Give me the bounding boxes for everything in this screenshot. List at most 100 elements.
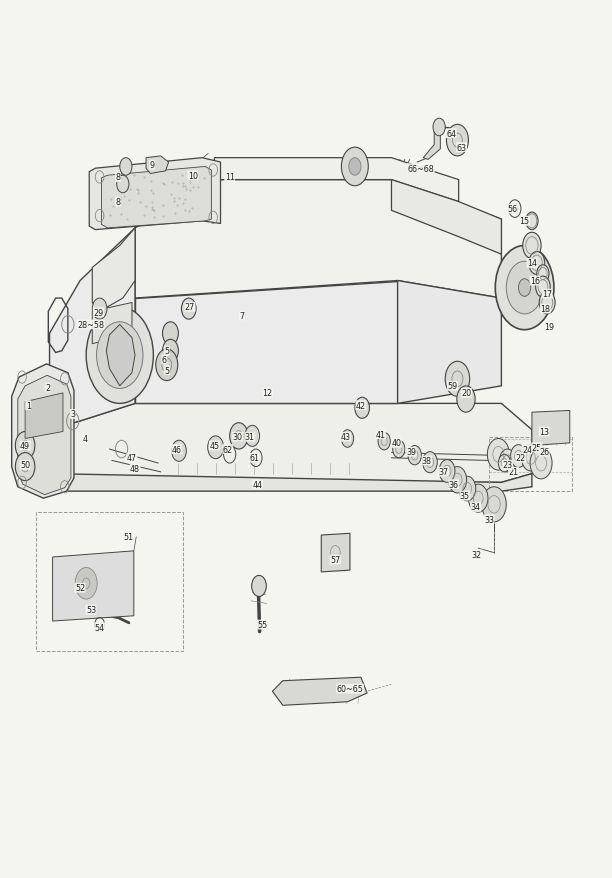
Circle shape bbox=[92, 299, 107, 320]
Text: 13: 13 bbox=[539, 428, 549, 436]
Text: 37: 37 bbox=[438, 468, 449, 477]
Text: 55: 55 bbox=[257, 621, 267, 630]
Text: 29: 29 bbox=[93, 308, 103, 317]
Polygon shape bbox=[106, 325, 135, 386]
Circle shape bbox=[510, 445, 526, 468]
Polygon shape bbox=[135, 281, 398, 404]
Text: 8: 8 bbox=[116, 173, 121, 183]
Text: 3: 3 bbox=[70, 410, 75, 419]
Text: 63: 63 bbox=[457, 143, 467, 153]
Circle shape bbox=[423, 452, 438, 473]
Circle shape bbox=[529, 252, 545, 275]
Text: 36: 36 bbox=[449, 480, 459, 489]
Text: 16: 16 bbox=[530, 277, 540, 285]
Text: 60~65: 60~65 bbox=[337, 684, 364, 694]
Polygon shape bbox=[53, 551, 134, 622]
Circle shape bbox=[408, 446, 422, 465]
Polygon shape bbox=[321, 534, 350, 572]
Text: 9: 9 bbox=[149, 161, 155, 170]
Circle shape bbox=[521, 445, 540, 471]
Text: 32: 32 bbox=[472, 551, 482, 559]
Polygon shape bbox=[424, 124, 441, 161]
Text: 8: 8 bbox=[116, 198, 121, 207]
Polygon shape bbox=[398, 281, 501, 404]
Text: 56: 56 bbox=[507, 205, 518, 214]
Text: 11: 11 bbox=[225, 173, 234, 183]
Text: 22: 22 bbox=[516, 454, 526, 463]
Circle shape bbox=[433, 119, 445, 137]
Circle shape bbox=[482, 487, 506, 522]
Text: 1: 1 bbox=[26, 401, 31, 410]
Circle shape bbox=[498, 455, 510, 472]
Text: 28~58: 28~58 bbox=[78, 320, 105, 329]
Polygon shape bbox=[146, 157, 169, 174]
Polygon shape bbox=[50, 404, 532, 483]
Text: 21: 21 bbox=[509, 468, 519, 477]
Circle shape bbox=[15, 432, 35, 460]
Polygon shape bbox=[18, 376, 71, 495]
Text: 46: 46 bbox=[171, 445, 182, 454]
Circle shape bbox=[439, 460, 455, 483]
Text: 10: 10 bbox=[188, 171, 198, 181]
Text: 47: 47 bbox=[127, 454, 137, 463]
Text: 24: 24 bbox=[522, 445, 532, 454]
Text: 39: 39 bbox=[406, 448, 416, 457]
Text: 19: 19 bbox=[544, 322, 554, 331]
Circle shape bbox=[487, 439, 509, 471]
Circle shape bbox=[506, 262, 543, 314]
Circle shape bbox=[341, 148, 368, 186]
Circle shape bbox=[156, 349, 177, 381]
Polygon shape bbox=[92, 303, 132, 344]
Text: 48: 48 bbox=[130, 464, 140, 473]
Circle shape bbox=[468, 485, 488, 513]
Circle shape bbox=[446, 126, 468, 157]
Text: 18: 18 bbox=[540, 305, 550, 313]
Polygon shape bbox=[102, 167, 211, 228]
Text: 2: 2 bbox=[45, 384, 50, 392]
Circle shape bbox=[245, 426, 259, 447]
Text: 26: 26 bbox=[539, 448, 549, 457]
Text: 45: 45 bbox=[209, 442, 220, 450]
Circle shape bbox=[445, 362, 469, 397]
Circle shape bbox=[171, 441, 186, 462]
Text: 12: 12 bbox=[263, 389, 272, 398]
Circle shape bbox=[120, 159, 132, 176]
Text: 27: 27 bbox=[185, 303, 195, 312]
Text: 57: 57 bbox=[330, 556, 340, 565]
Circle shape bbox=[526, 212, 538, 230]
Text: 50: 50 bbox=[20, 461, 30, 470]
Text: 33: 33 bbox=[484, 515, 494, 524]
Text: 17: 17 bbox=[542, 290, 552, 299]
Text: 42: 42 bbox=[356, 401, 366, 410]
Text: 20: 20 bbox=[461, 389, 472, 398]
Circle shape bbox=[341, 430, 354, 448]
Text: 4: 4 bbox=[83, 435, 88, 443]
Text: 41: 41 bbox=[376, 430, 386, 439]
Polygon shape bbox=[135, 180, 501, 299]
Polygon shape bbox=[92, 228, 135, 307]
Circle shape bbox=[207, 436, 223, 459]
Text: 5: 5 bbox=[164, 366, 170, 375]
Text: 49: 49 bbox=[20, 442, 30, 450]
Circle shape bbox=[163, 340, 178, 363]
Polygon shape bbox=[532, 411, 570, 446]
Text: 6: 6 bbox=[162, 356, 167, 364]
Polygon shape bbox=[25, 393, 63, 439]
Circle shape bbox=[495, 246, 554, 330]
Text: 66~68: 66~68 bbox=[408, 164, 434, 174]
Polygon shape bbox=[214, 159, 458, 202]
Text: 59: 59 bbox=[447, 382, 458, 391]
Text: 23: 23 bbox=[502, 461, 513, 470]
Text: 25: 25 bbox=[532, 443, 542, 452]
Text: 43: 43 bbox=[341, 433, 351, 442]
Circle shape bbox=[181, 299, 196, 320]
Circle shape bbox=[15, 453, 35, 481]
Text: 7: 7 bbox=[239, 312, 244, 320]
Circle shape bbox=[378, 433, 390, 450]
Polygon shape bbox=[50, 474, 532, 492]
Circle shape bbox=[97, 322, 143, 389]
Circle shape bbox=[86, 307, 154, 404]
Circle shape bbox=[539, 291, 555, 314]
Circle shape bbox=[349, 159, 361, 176]
Polygon shape bbox=[50, 228, 135, 430]
